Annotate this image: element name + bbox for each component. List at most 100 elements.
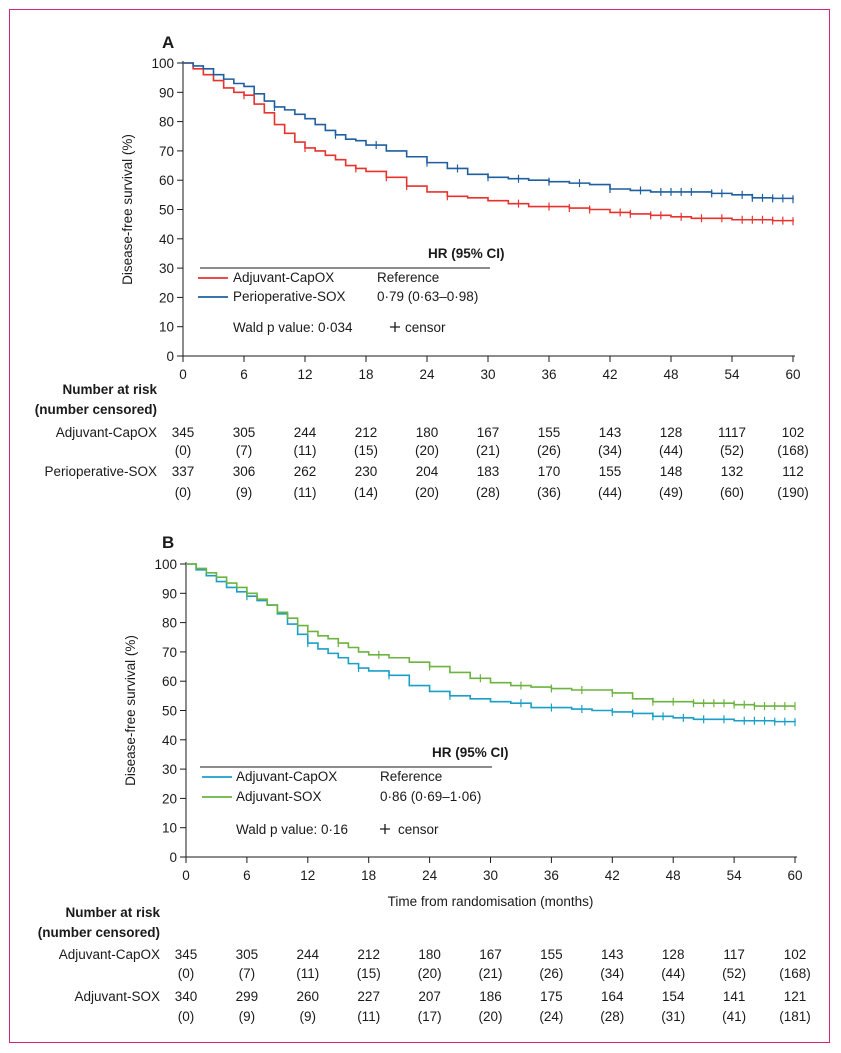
panel-a-series-1-line [183, 62, 794, 222]
panel-b-wald-p: Wald p value: 0·16 [236, 822, 348, 837]
panel-a-risk-censored: (44) [659, 443, 683, 458]
panel-b-risk-censored: (34) [600, 966, 624, 981]
panel-b-y-tick-label: 10 [162, 821, 177, 836]
panel-a-risk-censored: (36) [537, 485, 561, 500]
panel-b-y-tick-label: 50 [162, 704, 177, 719]
panel-b-risk-censored: (20) [478, 1009, 502, 1024]
panel-a-risk-censored: (0) [175, 485, 192, 500]
panel-b-risk-censored: (11) [296, 966, 319, 981]
panel-b-risk-count: 340 [175, 989, 198, 1004]
panel-b-x-tick-label: 18 [361, 868, 376, 883]
panel-b-x-tick-label: 12 [300, 868, 315, 883]
panel-b-y-tick-label: 70 [162, 645, 177, 660]
panel-a-label: A [162, 33, 174, 52]
panel-a-risk-title: Number at risk [62, 382, 157, 397]
panel-b-risk-censored: (41) [722, 1009, 746, 1024]
panel-a-y-tick-label: 10 [159, 320, 174, 335]
panel-a-x-tick-label: 12 [297, 367, 312, 382]
panel-b-risk-count: 143 [601, 947, 624, 962]
panel-a-y-tick-label: 40 [159, 232, 174, 247]
panel-a-risk-subtitle: (number censored) [35, 402, 157, 417]
panel-a-risk-censored: (26) [537, 443, 561, 458]
panel-b-risk-count: 260 [297, 989, 320, 1004]
panel-b-y-tick-label: 30 [162, 762, 177, 777]
panel-a-x-tick-label: 24 [419, 367, 435, 382]
panel-a-legend-label-2: Perioperative-SOX [233, 289, 346, 304]
panel-b-risk-count: 244 [297, 947, 320, 962]
figure-frame [9, 9, 830, 1043]
panel-b-risk-count: 102 [784, 947, 807, 962]
panel-b-censor-label: censor [398, 822, 439, 837]
panel-a-x-tick-label: 0 [179, 367, 187, 382]
panel-b-risk-censored: (31) [661, 1009, 685, 1024]
panel-b-risk-count: 227 [357, 989, 380, 1004]
panel-a-censor-icon [390, 322, 400, 332]
panel-a-risk-censored: (7) [236, 443, 253, 458]
panel-b-series-2-line [186, 563, 795, 707]
panel-a-risk-censored: (0) [175, 443, 192, 458]
panel-a-x-tick-label: 54 [724, 367, 740, 382]
panel-a-risk-censored: (44) [598, 485, 622, 500]
panel-a-risk-row-label-1: Adjuvant-CapOX [56, 425, 157, 440]
panel-b-risk-censored: (11) [357, 1009, 380, 1024]
panel-b-risk-censored: (0) [178, 966, 195, 981]
panel-b-risk-censored: (9) [239, 1009, 256, 1024]
panel-a-y-axis-label: Disease-free survival (%) [120, 134, 135, 285]
panel-b-y-tick-label: 80 [162, 616, 177, 631]
panel-b-risk-censored: (168) [779, 966, 811, 981]
panel-b-risk-count: 175 [540, 989, 563, 1004]
panel-b-legend-label-1: Adjuvant-CapOX [236, 769, 337, 784]
panel-b-x-tick-label: 60 [787, 868, 802, 883]
panel-a-wald-p: Wald p value: 0·034 [233, 320, 353, 335]
panel-b-x-tick-label: 54 [727, 868, 743, 883]
panel-b-risk-title: Number at risk [65, 905, 160, 920]
panel-a-risk-count: 337 [172, 464, 195, 479]
panel-a-risk-count: 112 [782, 464, 804, 479]
panel-b-risk-row-label-1: Adjuvant-CapOX [59, 947, 160, 962]
panel-b-x-tick-label: 24 [422, 868, 438, 883]
panel-b-y-tick-label: 90 [162, 586, 177, 601]
panel-b-y-tick-label: 60 [162, 674, 177, 689]
panel-b-risk-count: 212 [357, 947, 380, 962]
panel-a-risk-censored: (52) [720, 443, 744, 458]
panel-b-x-tick-label: 6 [243, 868, 251, 883]
panel-a-x-tick-label: 30 [480, 367, 495, 382]
panel-a-risk-censored: (28) [476, 485, 500, 500]
panel-b-risk-censored: (0) [178, 1009, 195, 1024]
panel-a-y-tick-label: 90 [159, 85, 174, 100]
panel-a-risk-count: 305 [233, 425, 256, 440]
panel-a-legend-label-1: Adjuvant-CapOX [233, 270, 334, 285]
panel-a-series-2-line [183, 62, 794, 200]
panel-a-risk-censored: (20) [415, 485, 439, 500]
panel-b-y-tick-label: 0 [169, 850, 177, 865]
panel-b-x-tick-label: 42 [605, 868, 620, 883]
panel-a-legend-hr-1: Reference [377, 270, 439, 285]
panel-b-legend-header: HR (95% CI) [432, 745, 509, 760]
panel-a-risk-count: 262 [294, 464, 317, 479]
panel-a-y-tick-label: 60 [159, 173, 174, 188]
panel-b-risk-censored: (9) [300, 1009, 317, 1024]
panel-b-risk-count: 345 [175, 947, 198, 962]
panel-a-x-tick-label: 6 [240, 367, 248, 382]
panel-a-risk-count: 128 [660, 425, 683, 440]
panel-a-risk-count: 170 [538, 464, 561, 479]
panel-a-risk-censored: (190) [777, 485, 809, 500]
panel-b-x-tick-label: 0 [182, 868, 190, 883]
panel-b-risk-count: 121 [784, 989, 807, 1004]
panel-a-risk-censored: (21) [476, 443, 500, 458]
panel-b-legend-label-2: Adjuvant-SOX [236, 789, 322, 804]
panel-b-risk-count: 155 [540, 947, 563, 962]
panel-b-x-axis-label: Time from randomisation (months) [388, 894, 594, 909]
panel-b-risk-count: 141 [723, 989, 746, 1004]
panel-b-risk-count: 180 [418, 947, 441, 962]
panel-a-risk-count: 102 [782, 425, 805, 440]
panel-a-risk-censored: (15) [354, 443, 378, 458]
panel-a-risk-count: 204 [416, 464, 439, 479]
panel-a-x-tick-label: 42 [602, 367, 617, 382]
panel-a-legend-header: HR (95% CI) [428, 246, 505, 261]
panel-b-risk-count: 186 [479, 989, 502, 1004]
panel-b-x-tick-label: 36 [544, 868, 559, 883]
panel-a-censor-label: censor [405, 320, 446, 335]
panel-a-x-tick-label: 60 [785, 367, 800, 382]
